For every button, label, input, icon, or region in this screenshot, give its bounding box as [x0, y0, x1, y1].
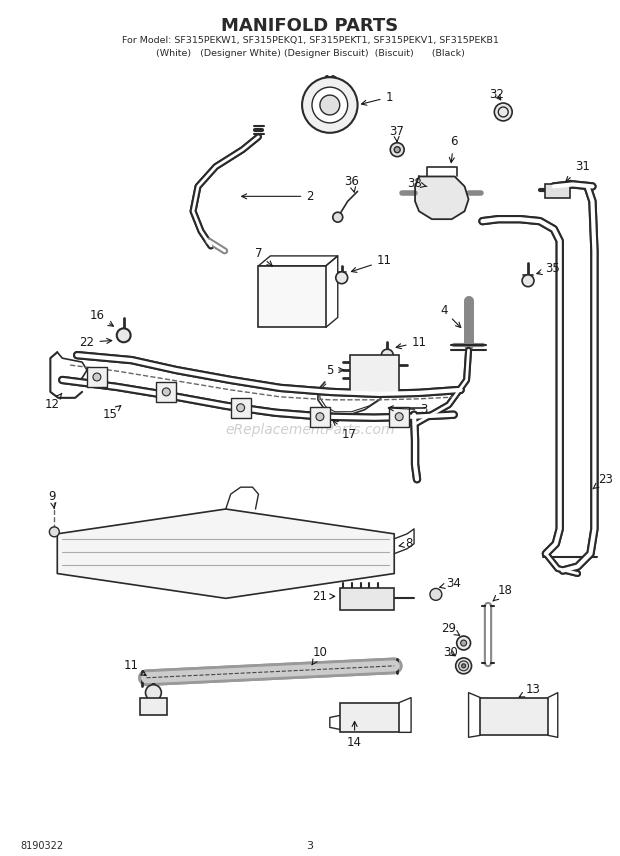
Circle shape — [50, 527, 60, 537]
Text: 4: 4 — [440, 304, 461, 328]
Circle shape — [457, 636, 471, 650]
Circle shape — [394, 146, 400, 152]
Circle shape — [333, 212, 343, 223]
Text: 35: 35 — [537, 262, 560, 276]
Bar — [140, 698, 167, 716]
Bar — [340, 588, 394, 610]
Text: 1: 1 — [361, 91, 393, 105]
Text: 23: 23 — [593, 473, 613, 489]
Text: 30: 30 — [443, 646, 458, 659]
Bar — [87, 367, 107, 387]
Bar — [231, 398, 250, 418]
Circle shape — [320, 95, 340, 115]
Bar — [545, 184, 570, 199]
Bar — [389, 407, 409, 426]
Text: 36: 36 — [344, 175, 359, 192]
Text: 11: 11 — [352, 254, 392, 272]
Text: For Model: SF315PEKW1, SF315PEKQ1, SF315PEKT1, SF315PEKV1, SF315PEKB1: For Model: SF315PEKW1, SF315PEKQ1, SF315… — [122, 36, 498, 45]
Text: 18: 18 — [493, 584, 513, 601]
Circle shape — [462, 664, 466, 668]
Text: 6: 6 — [450, 135, 458, 163]
Text: 31: 31 — [565, 160, 590, 181]
Polygon shape — [57, 509, 394, 598]
Polygon shape — [415, 176, 469, 219]
Bar — [350, 355, 399, 393]
Text: 11: 11 — [124, 659, 146, 675]
Circle shape — [494, 103, 512, 121]
Circle shape — [395, 413, 403, 420]
Circle shape — [302, 77, 358, 133]
Circle shape — [459, 661, 469, 671]
Text: 29: 29 — [441, 621, 459, 635]
Bar — [259, 266, 326, 327]
Text: 8: 8 — [399, 538, 413, 550]
Text: 38: 38 — [407, 177, 427, 190]
Text: eReplacementParts.com: eReplacementParts.com — [225, 423, 395, 437]
Text: 16: 16 — [89, 309, 113, 326]
Text: 9: 9 — [48, 490, 56, 508]
Text: (White)   (Designer White) (Designer Biscuit)  (Biscuit)      (Black): (White) (Designer White) (Designer Biscu… — [156, 50, 464, 58]
Text: 34: 34 — [440, 577, 461, 590]
Text: MANIFOLD PARTS: MANIFOLD PARTS — [221, 16, 399, 35]
Bar — [340, 703, 399, 733]
Text: 37: 37 — [389, 125, 404, 141]
Bar — [480, 698, 548, 735]
Text: 8190322: 8190322 — [20, 841, 64, 851]
Circle shape — [456, 658, 472, 674]
Circle shape — [381, 349, 393, 361]
Circle shape — [93, 373, 101, 381]
Circle shape — [336, 271, 348, 283]
Circle shape — [522, 275, 534, 287]
Text: 14: 14 — [347, 722, 362, 749]
Text: 12: 12 — [45, 393, 62, 411]
Circle shape — [390, 143, 404, 157]
Bar — [156, 382, 176, 401]
Circle shape — [237, 404, 245, 412]
Text: 22: 22 — [79, 336, 112, 348]
Text: 3: 3 — [306, 841, 314, 851]
Text: 17: 17 — [333, 420, 357, 441]
Circle shape — [146, 685, 161, 700]
Circle shape — [312, 87, 348, 123]
Circle shape — [316, 413, 324, 420]
Text: 5: 5 — [326, 364, 343, 377]
Text: 15: 15 — [102, 406, 121, 421]
Text: 7: 7 — [255, 247, 272, 266]
Circle shape — [430, 588, 442, 600]
Circle shape — [162, 388, 170, 395]
Text: 2: 2 — [242, 190, 314, 203]
Circle shape — [461, 640, 467, 646]
Text: 32: 32 — [489, 87, 504, 101]
Text: 11: 11 — [396, 336, 427, 348]
Text: 21: 21 — [312, 590, 335, 603]
Circle shape — [117, 329, 131, 342]
Text: 13: 13 — [519, 683, 541, 697]
Text: 10: 10 — [312, 646, 327, 665]
Bar — [310, 407, 330, 426]
Text: 3: 3 — [388, 403, 428, 416]
